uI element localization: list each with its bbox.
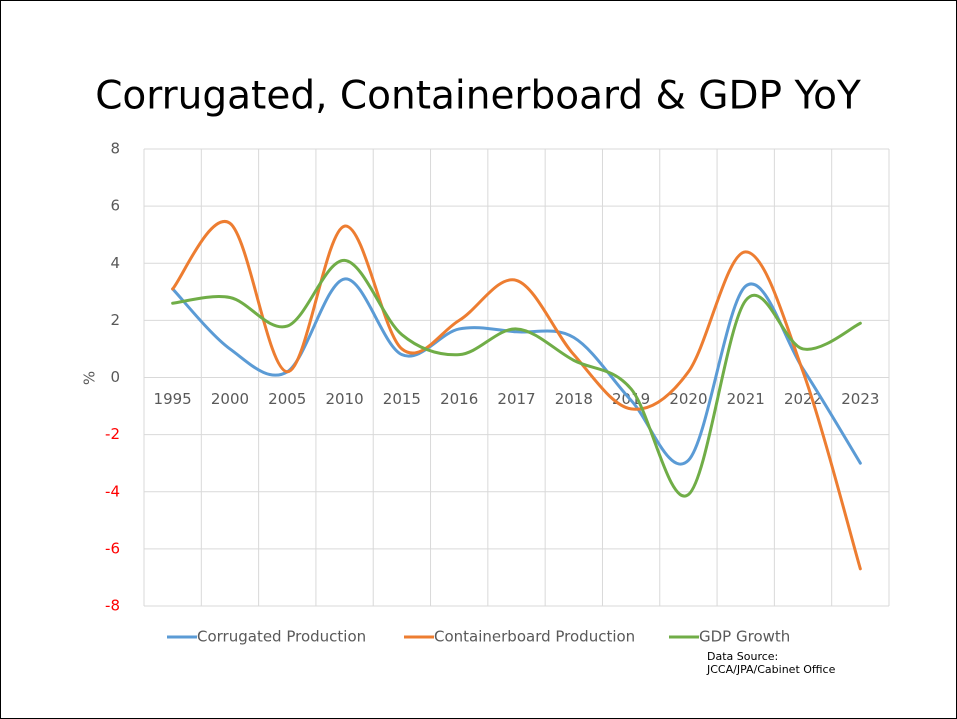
y-tick-label: -4	[105, 482, 120, 500]
y-tick-label: -8	[105, 597, 120, 615]
x-tick-label: 2017	[497, 390, 535, 408]
legend-label: Corrugated Production	[197, 628, 366, 646]
source-note: Data Source:	[707, 650, 778, 663]
legend-label: Containerboard Production	[434, 628, 635, 646]
y-tick-label: -2	[105, 425, 120, 443]
x-tick-label: 2020	[669, 390, 707, 408]
y-tick-label: 6	[110, 197, 120, 215]
chart-title: Corrugated, Containerboard & GDP YoY	[95, 74, 861, 119]
y-axis-label: %	[81, 371, 99, 385]
x-tick-label: 2023	[841, 390, 879, 408]
x-tick-label: 2016	[440, 390, 478, 408]
x-tick-label: 2005	[268, 390, 306, 408]
x-tick-label: 2021	[727, 390, 765, 408]
x-tick-label: 2010	[325, 390, 363, 408]
y-tick-label: -6	[105, 539, 120, 557]
x-tick-label: 1995	[154, 390, 192, 408]
x-tick-label: 2015	[383, 390, 421, 408]
y-tick-label: 8	[110, 140, 120, 158]
y-tick-label: 2	[110, 311, 120, 329]
series-line	[171, 258, 862, 498]
series-line	[171, 219, 862, 571]
y-tick-label: 0	[110, 368, 120, 386]
y-tick-label: 4	[110, 254, 120, 272]
x-tick-label: 2018	[555, 390, 593, 408]
source-note: JCCA/JPA/Cabinet Office	[706, 663, 836, 676]
x-tick-label: 2000	[211, 390, 249, 408]
legend-label: GDP Growth	[699, 628, 790, 646]
